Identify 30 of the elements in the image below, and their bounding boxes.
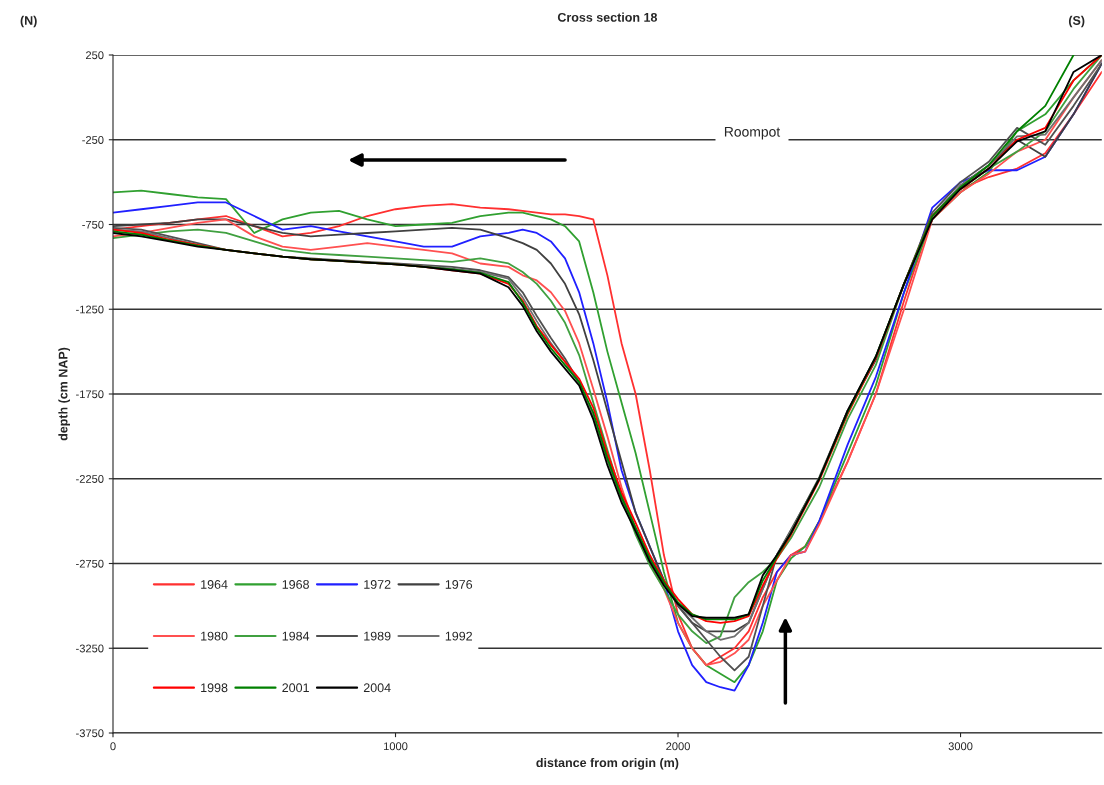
legend-label: 2001 bbox=[282, 683, 309, 693]
legend-label: 2004 bbox=[363, 683, 391, 693]
y-tick-label: 250 bbox=[85, 51, 104, 60]
x-tick-label: 0 bbox=[110, 742, 116, 751]
y-tick-label: -3250 bbox=[76, 644, 104, 653]
x-tick-label: 1000 bbox=[384, 742, 408, 751]
legend-label: 1984 bbox=[282, 631, 310, 641]
text: (N) bbox=[20, 15, 37, 28]
y-tick-label: -3750 bbox=[76, 729, 104, 738]
text: (S) bbox=[1068, 15, 1085, 28]
y-axis-title: depth (cm NAP) bbox=[58, 347, 70, 441]
legend-label: 1992 bbox=[445, 631, 473, 641]
legend-label: 1998 bbox=[201, 683, 228, 693]
x-tick-label: 3000 bbox=[948, 742, 973, 751]
legend-label: 1968 bbox=[282, 580, 309, 589]
legend-label: 1976 bbox=[445, 580, 473, 589]
y-tick-label: -2750 bbox=[76, 559, 104, 568]
x-axis-title: distance from origin (m) bbox=[536, 757, 679, 770]
y-tick-label: -250 bbox=[82, 136, 104, 144]
legend-label: 1972 bbox=[364, 580, 391, 589]
legend-label: 1964 bbox=[201, 580, 228, 589]
y-tick-label: -1750 bbox=[76, 390, 104, 399]
legend-label: 1989 bbox=[364, 631, 391, 641]
y-tick-label: -1250 bbox=[76, 305, 104, 314]
annotation: Roompot bbox=[724, 127, 781, 140]
y-tick-label: -2250 bbox=[76, 475, 104, 483]
y-tick-label: -750 bbox=[82, 220, 104, 229]
x-tick-label: 2000 bbox=[666, 742, 690, 751]
chart-title: Cross section 18 bbox=[557, 12, 658, 22]
legend-label: 1980 bbox=[201, 631, 228, 641]
